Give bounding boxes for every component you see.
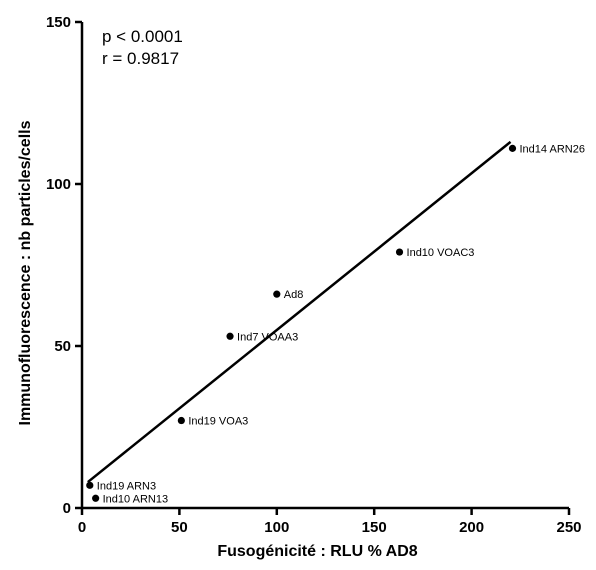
data-point	[273, 290, 281, 298]
y-axis-title: Immunofluorescence : nb particles/cells	[17, 120, 34, 425]
data-point-label: Ind10 VOAC3	[407, 247, 475, 259]
data-point	[395, 248, 404, 256]
x-tick-label: 0	[78, 519, 86, 536]
y-ticks: 0 50 100 150	[46, 14, 82, 517]
x-ticks: 0 50 100 150 200 250	[78, 508, 582, 536]
y-tick-label: 150	[46, 14, 71, 31]
r-value-annotation: r = 0.9817	[102, 49, 179, 68]
y-tick-label: 50	[54, 338, 71, 355]
x-tick-label: 100	[264, 519, 289, 536]
data-point	[226, 332, 234, 340]
data-point	[177, 416, 185, 425]
x-axis-title: Fusogénicité : RLU % AD8	[217, 543, 417, 560]
data-point-label: Ind14 ARN26	[520, 143, 585, 155]
data-point-label: Ind19 VOA3	[188, 416, 248, 428]
data-point-label: Ind7 VOAA3	[237, 331, 298, 343]
data-point	[92, 494, 100, 502]
x-tick-label: 200	[459, 519, 484, 536]
axes	[80, 22, 569, 510]
data-point-label: Ind10 ARN13	[103, 493, 168, 505]
y-tick-label: 100	[46, 176, 71, 193]
p-value-annotation: p < 0.0001	[102, 27, 183, 46]
data-point	[86, 481, 94, 489]
stats-annotation: p < 0.0001 r = 0.9817	[102, 27, 183, 68]
x-tick-label: 250	[556, 519, 581, 536]
x-tick-label: 50	[171, 519, 188, 536]
regression-line	[87, 140, 512, 484]
data-point-label: Ind19 ARN3	[97, 480, 156, 492]
y-tick-label: 0	[63, 500, 71, 517]
data-point	[508, 144, 517, 152]
x-tick-label: 150	[362, 519, 387, 536]
data-point-label: Ad8	[284, 289, 304, 301]
